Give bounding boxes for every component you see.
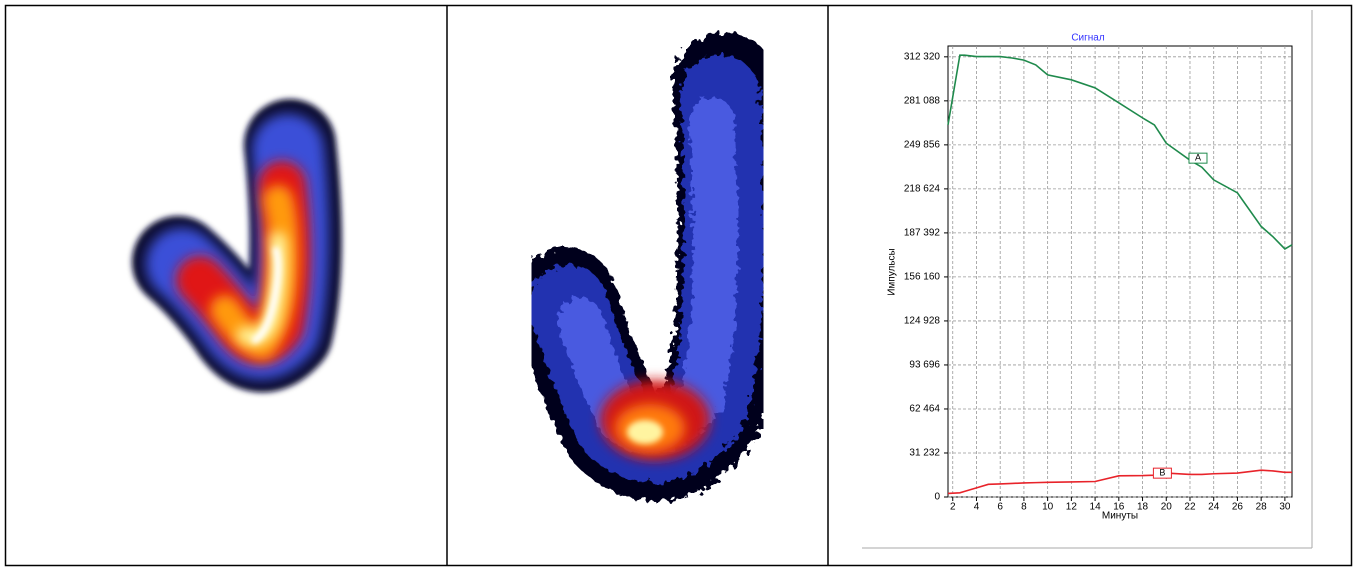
x-tick-label: 12 [1066,502,1078,513]
x-tick-label: 20 [1161,502,1173,513]
x-tick-label: 16 [1113,502,1125,513]
y-axis-label: Импульсы [887,248,898,296]
scan-image-smoothed [132,99,342,393]
x-tick-label: 24 [1208,502,1220,513]
y-tick-label: 62 464 [909,404,940,415]
frame [4,4,1353,567]
y-tick-label: 249 856 [904,139,941,150]
x-tick-label: 22 [1184,502,1196,513]
x-tick-label: 30 [1279,502,1291,513]
x-tick-label: 6 [997,502,1003,513]
series-label: A [1195,153,1201,163]
line [947,54,1293,250]
chart-title: Сигнал [1071,33,1105,44]
series-label-box [1188,152,1208,164]
scan-image-raw [512,32,783,501]
y-tick-label: 187 392 [904,228,941,239]
y-tick-label: 281 088 [904,95,941,106]
x-tick-label: 28 [1256,502,1268,513]
x-axis-label: Минуты [1102,511,1138,522]
y-tick-label: 31 232 [909,448,940,459]
y-tick-label: 124 928 [904,316,941,327]
x-tick-label: 14 [1090,502,1102,513]
x-tick-label: 26 [1232,502,1244,513]
plot-area [947,45,1293,498]
y-tick-label: 156 160 [904,272,941,283]
series-label: B [1159,468,1165,478]
x-tick-label: 2 [950,502,956,513]
x-tick-label: 10 [1042,502,1054,513]
y-tick-label: 0 [934,492,940,503]
x-tick-label: 8 [1021,502,1027,513]
x-tick-label: 4 [974,502,980,513]
y-tick-label: 93 696 [909,360,940,371]
y-tick-label: 312 320 [904,51,941,62]
x-tick-label: 18 [1137,502,1149,513]
y-tick-label: 218 624 [904,184,941,195]
series-label-box [1152,467,1172,479]
line [947,469,1292,495]
